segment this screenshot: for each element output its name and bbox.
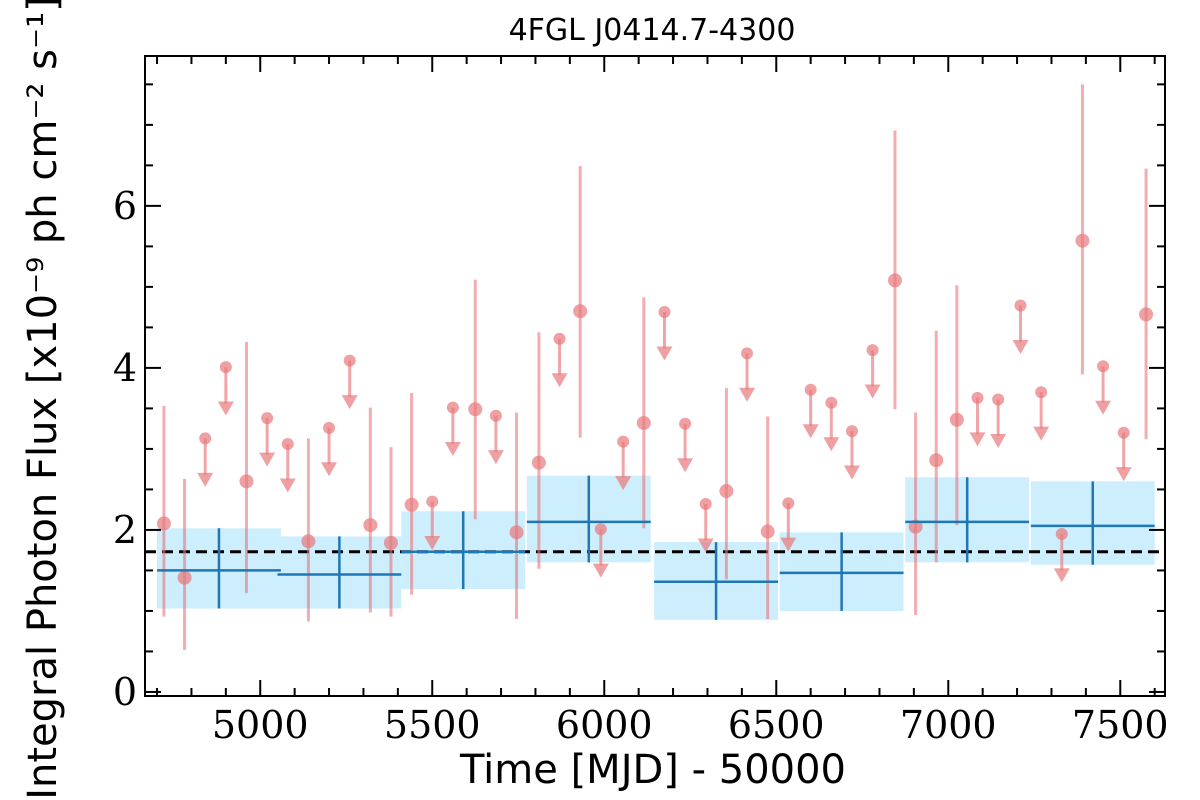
upper-limit-point: [1035, 386, 1048, 399]
detection-point: [1075, 233, 1090, 248]
upper-limit-arrow-head: [1095, 400, 1112, 415]
upper-limit-point: [679, 417, 692, 430]
y-axis-label: Integral Photon Flux [x10⁻⁹ ph cm⁻² s⁻¹]: [20, 0, 66, 800]
upper-limit-point: [1055, 527, 1068, 540]
detection-point: [239, 474, 254, 489]
upper-limit-point: [699, 498, 712, 510]
detection-point: [1139, 307, 1154, 322]
detection-point: [949, 412, 964, 427]
detection-point: [156, 516, 171, 531]
upper-limit-arrow-head: [592, 563, 609, 578]
detection-point: [760, 524, 775, 539]
detection-point: [468, 402, 483, 417]
upper-limit-arrow-head: [259, 452, 276, 467]
upper-limit-arrow-head: [969, 432, 986, 447]
x-tick-label: 7500: [1072, 703, 1169, 747]
upper-limit-arrow-head: [1012, 339, 1029, 354]
detection-point: [636, 415, 651, 430]
upper-limit-point: [845, 425, 858, 438]
y-tick-label: 0: [113, 670, 137, 714]
upper-limit-point: [658, 306, 671, 318]
detection-point: [301, 534, 316, 549]
upper-limit-arrow-head: [487, 450, 504, 465]
upper-limit-arrow-head: [990, 433, 1007, 448]
upper-limit-point: [219, 361, 232, 374]
upper-limit-point: [281, 438, 294, 451]
upper-limit-arrow-head: [843, 465, 860, 480]
upper-limit-point: [199, 432, 212, 445]
upper-limit-point: [866, 344, 879, 357]
x-tick-label: 5000: [212, 703, 309, 747]
upper-limit-point: [426, 495, 439, 508]
upper-limit-point: [343, 354, 356, 367]
x-tick-label: 7000: [900, 703, 997, 747]
upper-limit-point: [617, 435, 630, 448]
upper-limit-point: [1014, 299, 1027, 312]
upper-limit-arrow-head: [656, 346, 673, 361]
upper-limit-point: [594, 523, 607, 536]
upper-limit-arrow-head: [1033, 426, 1050, 441]
upper-limit-point: [1117, 426, 1130, 439]
detection-point: [908, 519, 923, 534]
plot-frame: [144, 55, 1166, 697]
upper-limit-arrow-head: [1053, 568, 1070, 583]
detection-point: [177, 570, 192, 585]
detection-point: [509, 525, 524, 540]
upper-limit-arrow-head: [217, 401, 234, 416]
upper-limit-arrow-head: [780, 537, 797, 552]
upper-limit-arrow-head: [1115, 467, 1132, 482]
upper-limit-arrow-head: [802, 424, 819, 439]
x-tick-label: 6000: [556, 703, 653, 747]
upper-limit-arrow-head: [551, 373, 568, 388]
upper-limit-arrow-head: [739, 387, 756, 402]
upper-limit-arrow-head: [677, 458, 694, 473]
detection-point: [573, 304, 588, 319]
upper-limit-arrow-head: [197, 472, 214, 487]
upper-limit-point: [992, 393, 1005, 406]
y-tick-label: 6: [113, 184, 137, 228]
upper-limit-point: [323, 421, 336, 434]
detection-point: [531, 455, 546, 470]
detection-point: [404, 497, 419, 512]
upper-limit-arrow-head: [615, 476, 632, 491]
upper-limit-arrow-head: [341, 395, 358, 410]
upper-limit-point: [1097, 360, 1110, 373]
upper-limit-point: [825, 396, 838, 409]
upper-limit-arrow-head: [697, 538, 714, 553]
upper-limit-point: [489, 409, 502, 422]
detection-point: [363, 518, 378, 533]
upper-limit-point: [741, 347, 754, 360]
upper-limit-arrow-head: [321, 462, 338, 477]
upper-limit-arrow-head: [424, 536, 441, 551]
y-tick-label: 4: [113, 346, 137, 390]
axes: 5000 5500 6000 6500 7000 7500 0 2 4 6: [113, 56, 1169, 747]
detection-point: [719, 484, 734, 499]
x-tick-label: 5500: [384, 703, 481, 747]
chart-title: 4FGL J0414.7-4300: [509, 13, 796, 48]
upper-limit-point: [446, 401, 459, 414]
upper-limit-arrow-head: [444, 442, 461, 457]
upper-limit-arrow-head: [279, 478, 296, 493]
upper-limit-point: [782, 497, 795, 510]
detection-point: [383, 535, 398, 550]
upper-limit-point: [261, 412, 274, 425]
x-tick-label: 6500: [728, 703, 825, 747]
upper-limit-point: [971, 391, 984, 404]
upper-limit-point: [804, 383, 817, 396]
y-tick-label: 2: [113, 508, 137, 552]
x-axis-label: Time [MJD] - 50000: [459, 747, 846, 793]
plot-area: [145, 84, 1165, 650]
detection-point: [887, 273, 902, 288]
upper-limit-arrow-head: [823, 437, 840, 452]
detection-point: [929, 453, 944, 468]
upper-limit-point: [553, 332, 566, 345]
upper-limit-arrow-head: [864, 384, 881, 399]
